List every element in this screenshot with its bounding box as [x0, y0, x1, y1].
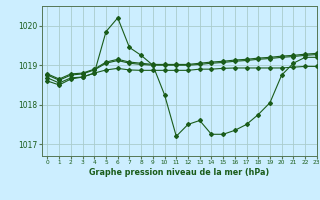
X-axis label: Graphe pression niveau de la mer (hPa): Graphe pression niveau de la mer (hPa): [89, 168, 269, 177]
